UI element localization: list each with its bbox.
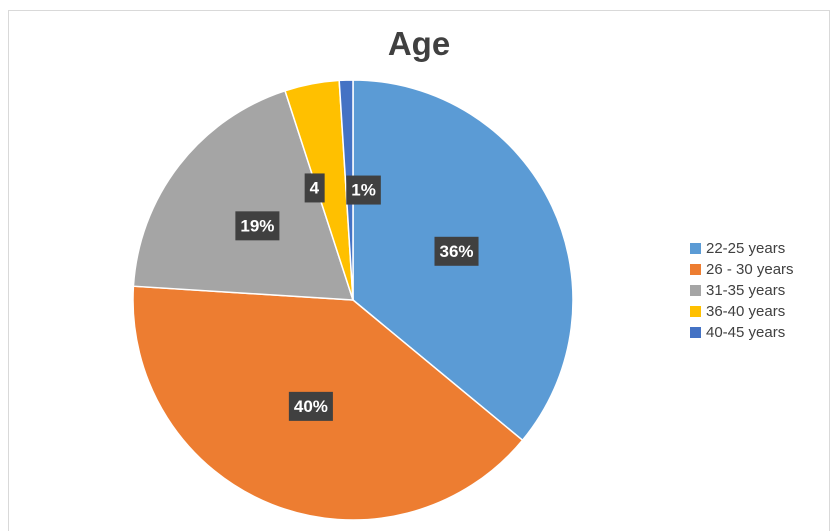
legend-swatch	[690, 264, 701, 275]
svg-text:19%: 19%	[240, 216, 274, 235]
legend-label: 26 - 30 years	[706, 261, 794, 278]
chart-legend: 22-25 years 26 - 30 years 31-35 years 36-40…	[690, 238, 830, 343]
legend-item: 40-45 years	[690, 322, 830, 343]
legend-item: 31-35 years	[690, 280, 830, 301]
legend-item: 26 - 30 years	[690, 259, 830, 280]
pie-slice	[132, 89, 355, 301]
legend-label: 40-45 years	[706, 324, 786, 341]
svg-text:4: 4	[310, 178, 320, 197]
svg-text:1%: 1%	[351, 181, 376, 200]
data-label: 19%	[235, 211, 280, 241]
svg-text:40%: 40%	[294, 397, 328, 416]
legend-swatch	[690, 306, 701, 317]
legend-swatch	[690, 285, 701, 296]
chart-title: Age	[387, 25, 451, 62]
data-label: 4	[304, 173, 325, 203]
svg-text:36%: 36%	[439, 242, 473, 261]
legend-swatch	[690, 243, 701, 254]
data-label: 1%	[346, 175, 381, 205]
legend-item: 36-40 years	[690, 301, 830, 322]
legend-label: 22-25 years	[706, 240, 786, 257]
data-label: 40%	[288, 391, 333, 421]
legend-label: 36-40 years	[706, 303, 786, 320]
legend-swatch	[690, 327, 701, 338]
data-label: 36%	[434, 236, 479, 266]
legend-item: 22-25 years	[690, 238, 830, 259]
pie-slice	[338, 79, 354, 301]
legend-label: 31-35 years	[706, 282, 786, 299]
